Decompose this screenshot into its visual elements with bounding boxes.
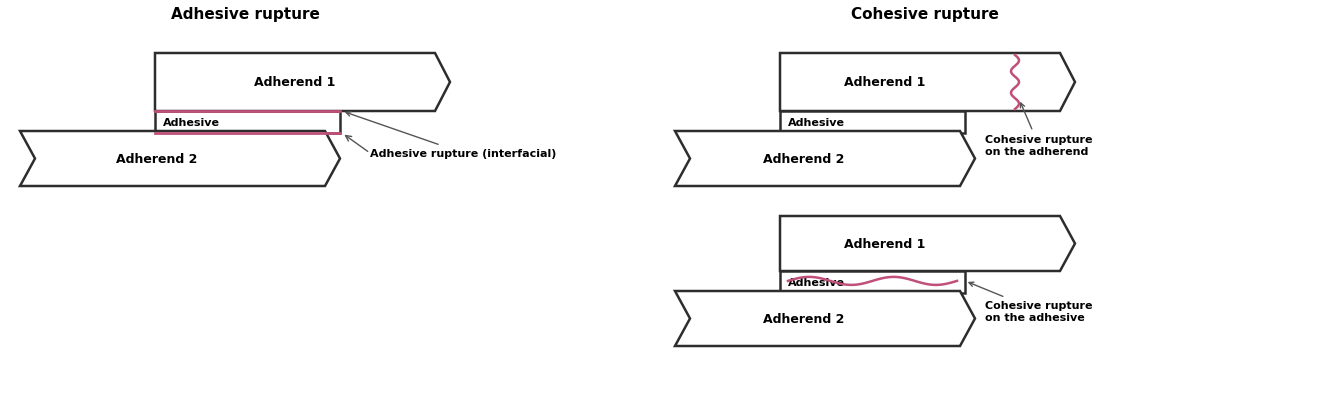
Bar bbox=[780, 112, 965, 134]
Text: Cohesive rupture
on the adherend: Cohesive rupture on the adherend bbox=[985, 104, 1093, 156]
Text: Adherend 2: Adherend 2 bbox=[763, 312, 844, 325]
Polygon shape bbox=[154, 54, 450, 112]
Bar bbox=[780, 271, 965, 293]
Text: Adherend 2: Adherend 2 bbox=[116, 153, 197, 166]
Polygon shape bbox=[780, 54, 1075, 112]
Text: Adhesive rupture: Adhesive rupture bbox=[170, 7, 319, 22]
Text: Adherend 2: Adherend 2 bbox=[763, 153, 844, 166]
Polygon shape bbox=[675, 132, 976, 186]
Text: Adhesive: Adhesive bbox=[788, 118, 845, 128]
Text: Adherend 1: Adherend 1 bbox=[254, 76, 335, 89]
Text: Adherend 1: Adherend 1 bbox=[844, 76, 925, 89]
Polygon shape bbox=[20, 132, 339, 186]
Text: Adhesive: Adhesive bbox=[788, 277, 845, 287]
Text: Adhesive: Adhesive bbox=[162, 118, 220, 128]
Text: Adherend 1: Adherend 1 bbox=[844, 237, 925, 250]
Text: Cohesive rupture: Cohesive rupture bbox=[851, 7, 1000, 22]
Polygon shape bbox=[675, 291, 976, 346]
Polygon shape bbox=[780, 217, 1075, 271]
Text: Adhesive rupture (interfacial): Adhesive rupture (interfacial) bbox=[346, 113, 556, 159]
Text: Cohesive rupture
on the adhesive: Cohesive rupture on the adhesive bbox=[969, 282, 1093, 322]
Bar bbox=[154, 112, 339, 134]
